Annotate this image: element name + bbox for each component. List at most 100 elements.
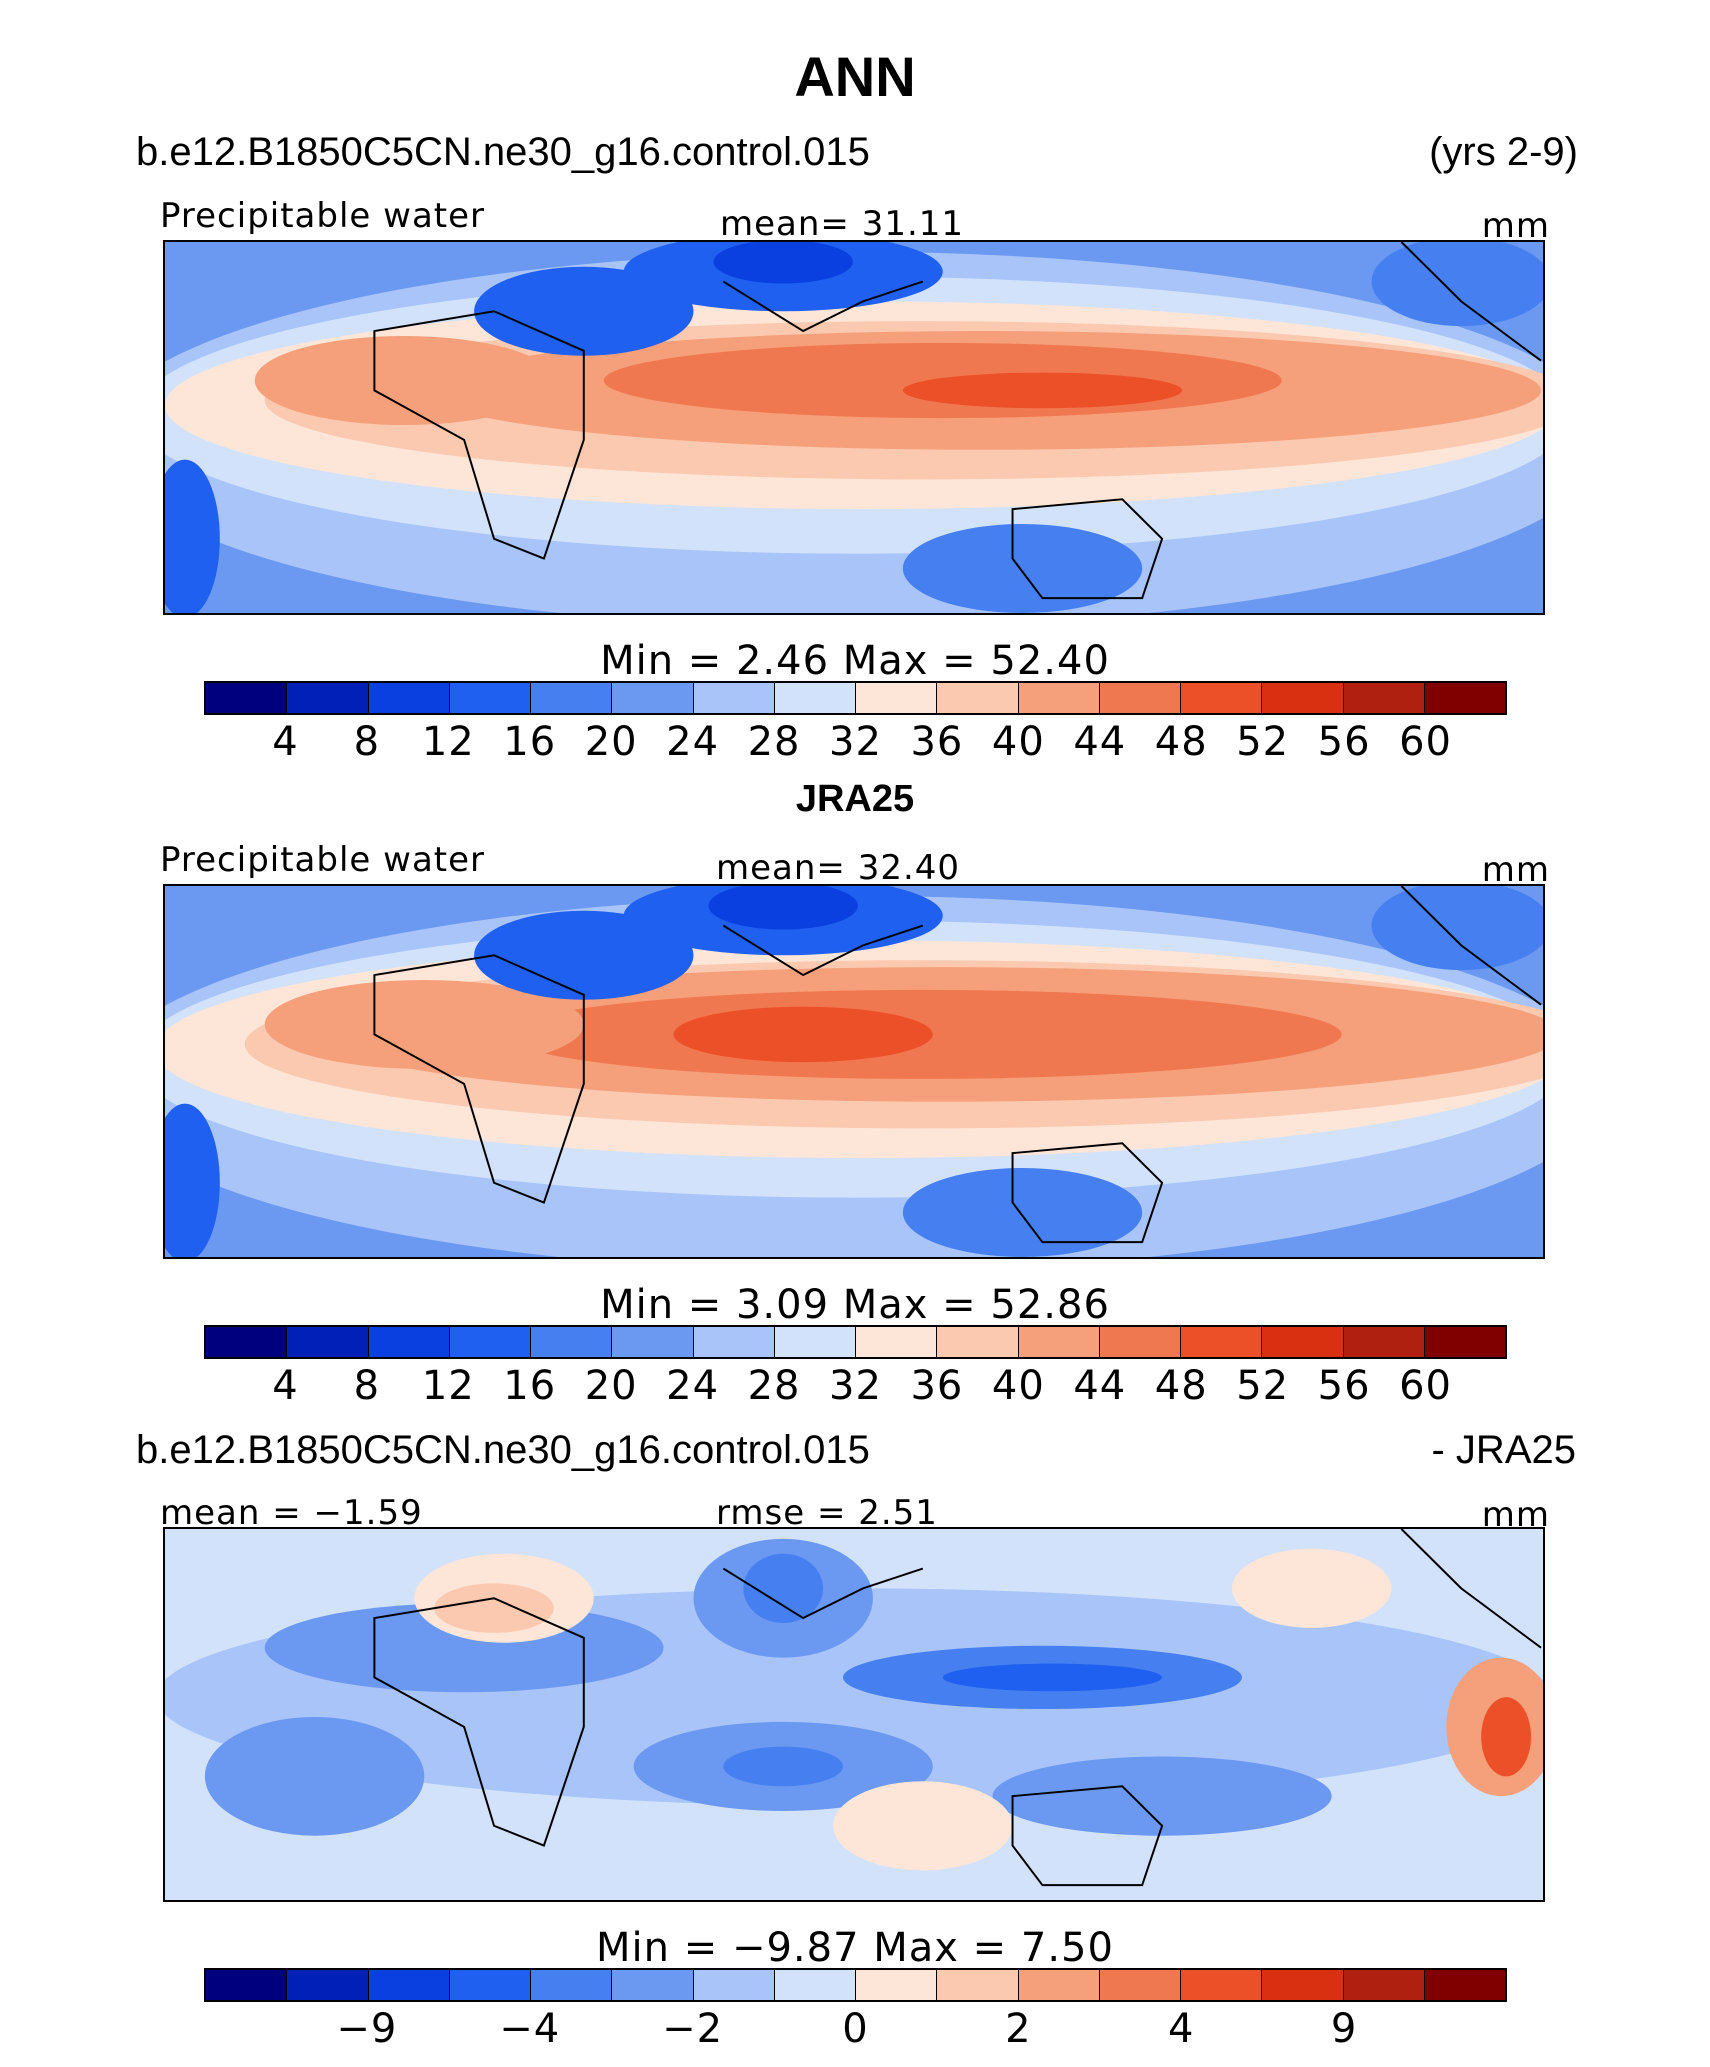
colorbar-swatch <box>1017 1327 1099 1357</box>
colorbar-tick-label: 40 <box>991 719 1045 765</box>
colorbar-tick-label: 20 <box>584 719 638 765</box>
colorbar-tick-label: 56 <box>1317 719 1371 765</box>
colorbar-swatch <box>1261 1970 1343 2000</box>
colorbar-tick-label: 24 <box>666 1363 720 1409</box>
colorbar-tick-label: 24 <box>666 719 720 765</box>
colorbar-swatch <box>448 1970 530 2000</box>
panel1-variable-label: Precipitable water <box>160 196 486 236</box>
panel1-years: (yrs 2-9) <box>1429 130 1578 174</box>
colorbar-tick-label: 2 <box>1005 2006 1032 2052</box>
colorbar-swatch <box>206 1327 287 1357</box>
panel1-mean-label: mean= 31.11 <box>720 204 965 244</box>
colorbar-swatch <box>855 683 937 713</box>
colorbar-swatch <box>530 1327 612 1357</box>
colorbar-swatch <box>1017 683 1099 713</box>
colorbar-tick-label: 44 <box>1073 1363 1127 1409</box>
colorbar-tick-label: 32 <box>829 719 882 765</box>
colorbar-swatch <box>286 1970 368 2000</box>
colorbar-tick-label: 12 <box>421 1363 475 1409</box>
colorbar-swatch <box>855 1970 937 2000</box>
colorbar-swatch <box>1017 1970 1099 2000</box>
panel3-colorbar-ticks: −9 −4 −2 0 2 4 9 <box>204 2006 1507 2052</box>
colorbar-swatch <box>1423 1970 1505 2000</box>
colorbar-tick-label: 12 <box>421 719 475 765</box>
colorbar-swatch <box>936 1970 1018 2000</box>
panel3-mean-label: mean = −1.59 <box>160 1493 423 1533</box>
colorbar-tick-label: 28 <box>747 719 801 765</box>
colorbar-tick-label: 8 <box>353 1363 381 1409</box>
colorbar-swatch <box>1261 683 1343 713</box>
colorbar-swatch <box>692 683 774 713</box>
colorbar-swatch <box>1098 1970 1180 2000</box>
colorbar-tick-label: 40 <box>991 1363 1045 1409</box>
colorbar-swatch <box>773 1327 855 1357</box>
colorbar-swatch <box>1098 683 1180 713</box>
colorbar-swatch <box>206 1970 287 2000</box>
colorbar-tick-label: 60 <box>1399 719 1453 765</box>
panel2-title: JRA25 <box>795 778 915 820</box>
colorbar-swatch <box>367 683 449 713</box>
colorbar-swatch <box>367 1327 449 1357</box>
colorbar-swatch <box>1423 1327 1505 1357</box>
colorbar-swatch <box>1180 1327 1262 1357</box>
colorbar-tick-label: 56 <box>1317 1363 1371 1409</box>
colorbar-swatch <box>206 683 287 713</box>
panel2-minmax: Min = 3.09 Max = 52.86 <box>600 1282 1110 1328</box>
colorbar-swatch <box>286 683 368 713</box>
colorbar-swatch <box>530 683 612 713</box>
panel3-case-name: b.e12.B1850C5CN.ne30_g16.control.015 <box>136 1428 870 1472</box>
colorbar-swatch <box>1180 1970 1262 2000</box>
colorbar-tick-label: 52 <box>1236 1363 1290 1409</box>
colorbar-swatch <box>286 1327 368 1357</box>
colorbar-swatch <box>773 1970 855 2000</box>
colorbar-swatch <box>1261 1327 1343 1357</box>
colorbar-swatch <box>936 683 1018 713</box>
panel2-colorbar-ticks: 4 8 12 16 20 24 28 32 36 40 44 48 52 56 60 <box>204 1363 1507 1409</box>
panel1-case-name: b.e12.B1850C5CN.ne30_g16.control.015 <box>136 130 870 174</box>
colorbar-swatch <box>1180 683 1262 713</box>
panel1-units: mm <box>1481 206 1550 246</box>
colorbar-tick-label: 4 <box>272 1363 299 1409</box>
panel1-minmax: Min = 2.46 Max = 52.40 <box>600 638 1110 684</box>
colorbar-swatch <box>1342 1327 1424 1357</box>
colorbar-tick-label: 9 <box>1330 2006 1358 2052</box>
colorbar-tick-label: 48 <box>1154 719 1208 765</box>
panel2-colorbar <box>204 1325 1507 1359</box>
colorbar-tick-label: 16 <box>503 719 557 765</box>
colorbar-swatch <box>1423 683 1505 713</box>
colorbar-tick-label: 4 <box>1168 2006 1195 2052</box>
panel3-map <box>163 1527 1545 1902</box>
colorbar-tick-label: −4 <box>499 2006 561 2052</box>
panel3-rmse-label: rmse = 2.51 <box>716 1493 938 1533</box>
colorbar-swatch <box>448 1327 530 1357</box>
colorbar-swatch <box>1098 1327 1180 1357</box>
colorbar-tick-label: 8 <box>353 719 381 765</box>
colorbar-swatch <box>611 1970 693 2000</box>
colorbar-tick-label: 32 <box>829 1363 882 1409</box>
colorbar-swatch <box>1342 683 1424 713</box>
colorbar-swatch <box>367 1970 449 2000</box>
panel2-map <box>163 884 1545 1259</box>
colorbar-swatch <box>448 683 530 713</box>
colorbar-tick-label: 60 <box>1399 1363 1453 1409</box>
colorbar-swatch <box>530 1970 612 2000</box>
colorbar-swatch <box>1342 1970 1424 2000</box>
colorbar-tick-label: 44 <box>1073 719 1127 765</box>
colorbar-tick-label: −2 <box>662 2006 724 2052</box>
colorbar-tick-label: 48 <box>1154 1363 1208 1409</box>
panel1-map <box>163 240 1545 615</box>
colorbar-tick-label: −9 <box>336 2006 398 2052</box>
colorbar-swatch <box>611 1327 693 1357</box>
colorbar-swatch <box>692 1327 774 1357</box>
colorbar-tick-label: 4 <box>272 719 299 765</box>
colorbar-swatch <box>855 1327 937 1357</box>
colorbar-tick-label: 0 <box>842 2006 869 2052</box>
panel2-variable-label: Precipitable water <box>160 840 486 880</box>
colorbar-tick-label: 28 <box>747 1363 801 1409</box>
panel2-units: mm <box>1481 850 1550 890</box>
panel2-mean-label: mean= 32.40 <box>716 848 961 888</box>
colorbar-tick-label: 36 <box>910 1363 964 1409</box>
colorbar-tick-label: 16 <box>503 1363 557 1409</box>
colorbar-swatch <box>936 1327 1018 1357</box>
colorbar-tick-label: 36 <box>910 719 964 765</box>
